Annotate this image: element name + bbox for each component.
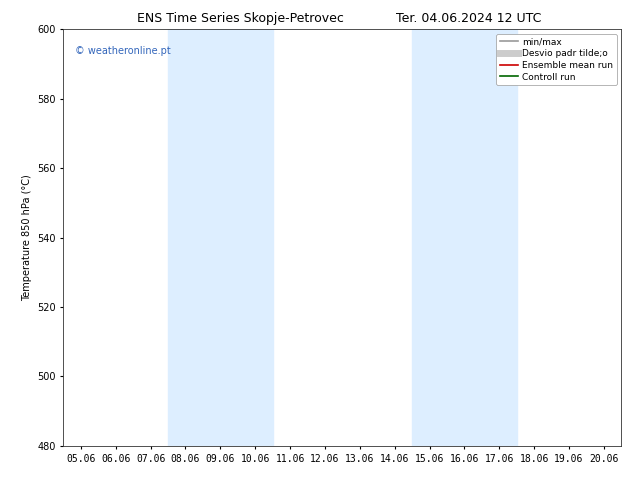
Text: © weatheronline.pt: © weatheronline.pt [75, 46, 171, 56]
Bar [168, 29, 273, 446]
Legend: min/max, Desvio padr tilde;o, Ensemble mean run, Controll run: min/max, Desvio padr tilde;o, Ensemble m… [496, 34, 617, 85]
Text: Ter. 04.06.2024 12 UTC: Ter. 04.06.2024 12 UTC [396, 12, 542, 25]
Y-axis label: Temperature 850 hPa (°C): Temperature 850 hPa (°C) [22, 174, 32, 301]
Bar [412, 29, 517, 446]
Text: ENS Time Series Skopje-Petrovec: ENS Time Series Skopje-Petrovec [138, 12, 344, 25]
